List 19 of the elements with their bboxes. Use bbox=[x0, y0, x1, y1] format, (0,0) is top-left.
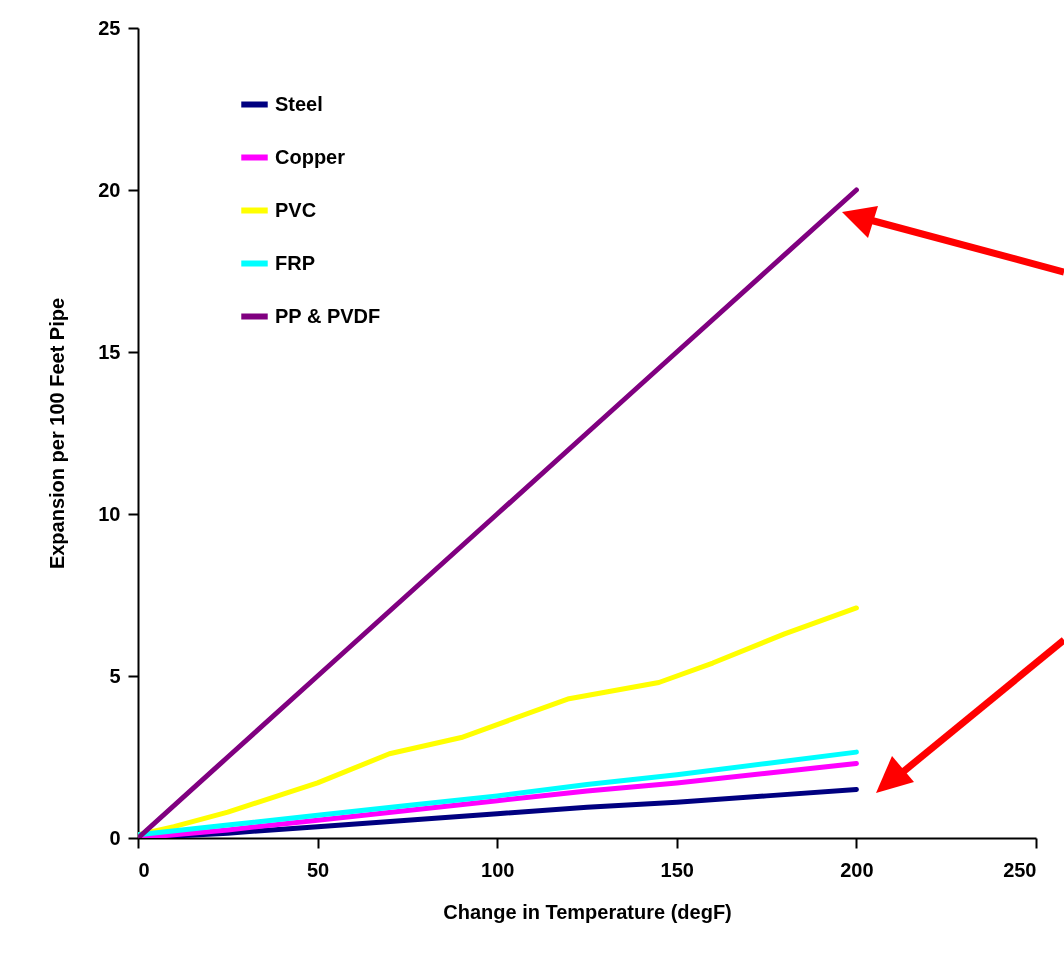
x-tick-label: 50 bbox=[306, 858, 330, 881]
x-tick-label: 150 bbox=[660, 858, 694, 881]
x-tick-label: 0 bbox=[138, 858, 150, 881]
y-tick-label: 20 bbox=[98, 178, 121, 201]
x-tick-label: 250 bbox=[1003, 858, 1037, 881]
y-tick-label: 0 bbox=[109, 826, 121, 849]
y-tick-label: 10 bbox=[98, 502, 121, 525]
legend-label: Copper bbox=[275, 145, 346, 168]
y-axis-title: Expansion per 100 Feet Pipe bbox=[46, 297, 69, 570]
y-tick-label: 15 bbox=[98, 340, 121, 363]
legend-label: PP & PVDF bbox=[275, 304, 381, 327]
y-tick-label: 5 bbox=[109, 664, 121, 687]
x-tick-label: 200 bbox=[840, 858, 874, 881]
legend-label: FRP bbox=[275, 251, 315, 274]
legend-label: PVC bbox=[275, 198, 317, 221]
legend-label: Steel bbox=[275, 92, 323, 115]
y-tick-label: 25 bbox=[98, 16, 121, 39]
x-tick-label: 100 bbox=[481, 858, 515, 881]
x-axis-title: Change in Temperature (degF) bbox=[443, 900, 732, 923]
